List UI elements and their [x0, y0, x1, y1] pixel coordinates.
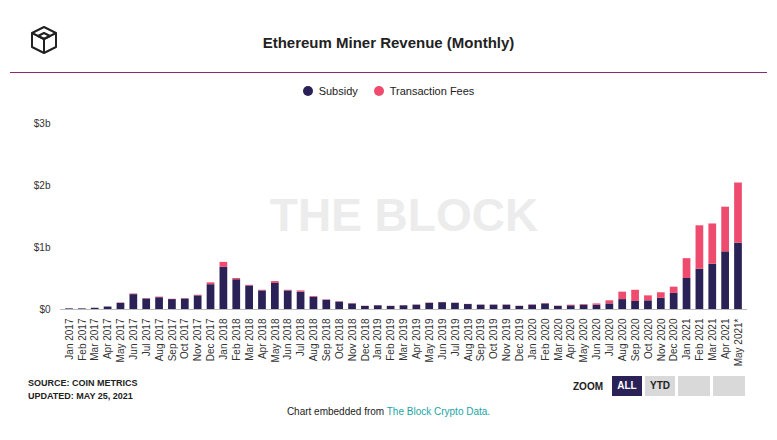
svg-text:Aug 2017: Aug 2017 — [154, 318, 165, 361]
html-text:YTD: YTD — [650, 380, 670, 391]
svg-text:Sep 2018: Sep 2018 — [321, 318, 332, 361]
svg-text:May 2020: May 2020 — [578, 318, 589, 362]
html-text:Ethereum Miner Revenue (Monthl: Ethereum Miner Revenue (Monthly) — [262, 34, 515, 51]
svg-text:Aug 2020: Aug 2020 — [617, 318, 628, 361]
svg-text:Jan 2018: Jan 2018 — [218, 318, 229, 360]
svg-text:Aug 2019: Aug 2019 — [463, 318, 474, 361]
svg-text:Jul 2019: Jul 2019 — [450, 318, 461, 356]
svg-text:Apr 2021: Apr 2021 — [720, 318, 731, 359]
svg-text:Jan 2020: Jan 2020 — [527, 318, 538, 360]
svg-text:Jan 2017: Jan 2017 — [64, 318, 75, 360]
svg-text:Nov 2018: Nov 2018 — [347, 318, 358, 361]
svg-text:Mar 2019: Mar 2019 — [398, 318, 409, 361]
html-text:UPDATED: MAY 25, 2021: UPDATED: MAY 25, 2021 — [28, 391, 133, 401]
svg-text:Jun 2018: Jun 2018 — [282, 318, 293, 360]
svg-text:$0: $0 — [39, 304, 51, 315]
svg-text:Dec 2019: Dec 2019 — [514, 318, 525, 361]
svg-text:Oct 2020: Oct 2020 — [643, 318, 654, 359]
svg-text:Apr 2017: Apr 2017 — [102, 318, 113, 359]
svg-text:Feb 2017: Feb 2017 — [77, 318, 88, 361]
svg-text:Mar 2021: Mar 2021 — [707, 318, 718, 361]
svg-text:Nov 2020: Nov 2020 — [656, 318, 667, 361]
svg-text:Mar 2018: Mar 2018 — [244, 318, 255, 361]
svg-text:Sep 2019: Sep 2019 — [475, 318, 486, 361]
svg-text:Jun 2020: Jun 2020 — [591, 318, 602, 360]
svg-text:Mar 2017: Mar 2017 — [89, 318, 100, 361]
svg-text:$2b: $2b — [34, 180, 51, 191]
svg-text:Oct 2017: Oct 2017 — [179, 318, 190, 359]
svg-text:Jul 2017: Jul 2017 — [141, 318, 152, 356]
svg-text:Dec 2018: Dec 2018 — [360, 318, 371, 361]
html-text:Transaction Fees: Transaction Fees — [389, 85, 475, 97]
svg-text:May 2017: May 2017 — [115, 318, 126, 362]
html-text:ZOOM: ZOOM — [573, 380, 603, 392]
svg-text:Jun 2017: Jun 2017 — [128, 318, 139, 360]
svg-text:Nov 2017: Nov 2017 — [192, 318, 203, 361]
svg-text:Jan 2019: Jan 2019 — [372, 318, 383, 360]
svg-text:Dec 2020: Dec 2020 — [668, 318, 679, 361]
svg-text:Jul 2020: Jul 2020 — [604, 318, 615, 356]
svg-text:Feb 2021: Feb 2021 — [694, 318, 705, 361]
svg-text:Oct 2019: Oct 2019 — [488, 318, 499, 359]
svg-text:Apr 2019: Apr 2019 — [411, 318, 422, 359]
svg-text:$3b: $3b — [34, 118, 51, 129]
svg-text:Feb 2020: Feb 2020 — [540, 318, 551, 361]
html-text:SOURCE: COIN METRICS: SOURCE: COIN METRICS — [28, 378, 138, 388]
svg-text:Oct 2018: Oct 2018 — [334, 318, 345, 359]
svg-text:Apr 2018: Apr 2018 — [257, 318, 268, 359]
svg-text:Sep 2017: Sep 2017 — [167, 318, 178, 361]
svg-text:THE BLOCK: THE BLOCK — [270, 189, 538, 241]
html-text:Chart embedded from The Block: Chart embedded from The Block Crypto Dat… — [286, 406, 491, 417]
svg-text:May 2019: May 2019 — [424, 318, 435, 362]
svg-text:Nov 2019: Nov 2019 — [501, 318, 512, 361]
svg-text:Sep 2020: Sep 2020 — [630, 318, 641, 361]
svg-text:May 2021*: May 2021* — [733, 318, 744, 366]
html-text:Subsidy: Subsidy — [318, 85, 358, 97]
svg-text:Mar 2020: Mar 2020 — [553, 318, 564, 361]
html-text:ALL: ALL — [617, 380, 637, 391]
svg-text:Feb 2019: Feb 2019 — [385, 318, 396, 361]
svg-text:Aug 2018: Aug 2018 — [308, 318, 319, 361]
svg-text:Jul 2018: Jul 2018 — [295, 318, 306, 356]
svg-text:May 2018: May 2018 — [270, 318, 281, 362]
svg-text:Apr 2020: Apr 2020 — [565, 318, 576, 359]
svg-text:Jun 2019: Jun 2019 — [437, 318, 448, 360]
svg-text:$1b: $1b — [34, 242, 51, 253]
svg-text:Feb 2018: Feb 2018 — [231, 318, 242, 361]
svg-text:Jan 2021: Jan 2021 — [681, 318, 692, 360]
svg-text:Dec 2017: Dec 2017 — [205, 318, 216, 361]
